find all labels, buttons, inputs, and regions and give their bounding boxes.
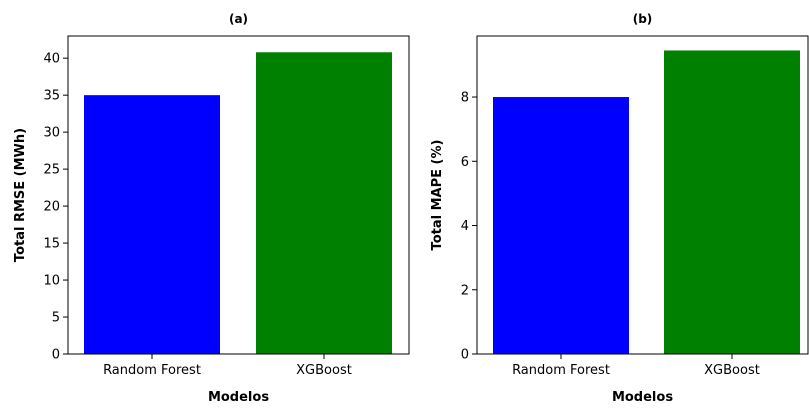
x-axis-title: Modelos — [612, 390, 673, 404]
y-tick-label: 30 — [43, 126, 60, 141]
y-tick-label: 40 — [43, 52, 60, 67]
panel-a: Random Forest XGBoost 0 5 10 15 20 25 30 35 40 (a) M… — [13, 12, 410, 405]
y-axis-title: Total RMSE (MWh) — [13, 128, 28, 262]
y-tick-label: 4 — [461, 219, 469, 234]
y-tick-label: 0 — [52, 348, 60, 363]
x-tick-label: Random Forest — [103, 363, 201, 378]
y-tick-label: 35 — [43, 89, 60, 104]
y-tick-label: 5 — [52, 311, 60, 326]
bar-xgboost — [256, 52, 392, 354]
x-axis-title: Modelos — [208, 390, 269, 404]
bar-xgboost — [664, 50, 800, 355]
x-tick-label: Random Forest — [512, 363, 610, 378]
bar-random-forest — [493, 97, 629, 354]
y-tick-label: 0 — [461, 348, 469, 363]
y-tick-label: 6 — [461, 155, 469, 170]
y-tick-label: 25 — [43, 163, 60, 178]
panel-title: (b) — [633, 12, 653, 26]
panel-title: (a) — [229, 12, 248, 26]
y-tick-label: 8 — [461, 91, 469, 106]
plot-frame — [67, 35, 410, 355]
plot-frame — [476, 35, 809, 355]
y-tick-label: 15 — [43, 237, 60, 252]
x-tick-label: XGBoost — [296, 363, 352, 378]
y-tick-label: 10 — [43, 274, 60, 289]
y-axis-title: Total MAPE (%) — [430, 140, 445, 251]
panel-b: Random Forest XGBoost 0 2 4 6 8 (b) Modelos Total… — [430, 12, 809, 405]
bar-random-forest — [84, 95, 220, 355]
y-tick-label: 20 — [43, 200, 60, 215]
x-tick-label: XGBoost — [704, 363, 760, 378]
y-tick-label: 2 — [461, 283, 469, 298]
